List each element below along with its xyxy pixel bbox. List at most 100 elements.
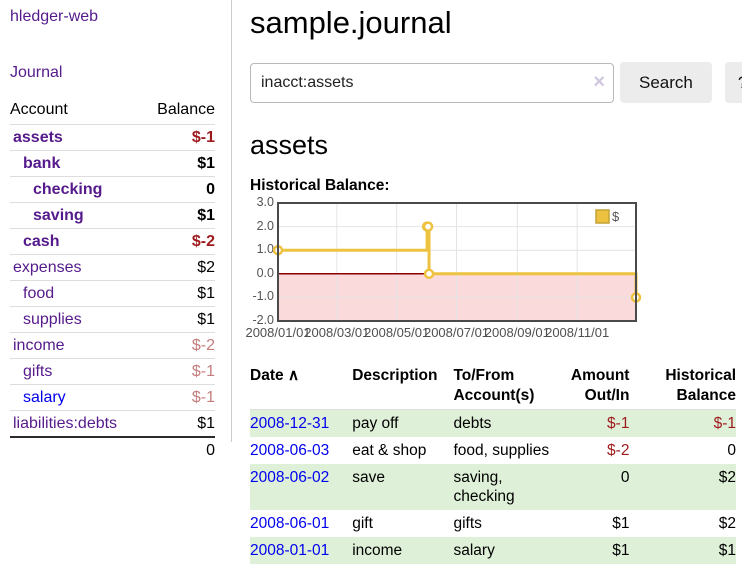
account-balance: $-1 — [143, 384, 215, 411]
register-header-accounts: To/From Account(s) — [445, 363, 563, 410]
account-link-income[interactable]: income — [13, 337, 65, 354]
account-balance: $-1 — [143, 358, 215, 385]
x-tick-label: 2008/07/01 — [423, 325, 490, 340]
account-heading: assets — [250, 130, 329, 160]
sidebar-item-journal[interactable]: Journal — [10, 64, 63, 81]
transaction-date-link[interactable]: 2008-06-01 — [250, 515, 330, 532]
accounts-table: Account Balance assets $-1 bank $1 check… — [10, 99, 215, 463]
brand-link[interactable]: hledger-web — [10, 8, 99, 25]
register-header-balance: Historical Balance — [637, 363, 736, 410]
account-link-assets[interactable]: assets — [13, 129, 63, 146]
transaction-description: gift — [352, 515, 373, 532]
account-link-saving[interactable]: saving — [33, 207, 84, 224]
account-link-bank[interactable]: bank — [23, 155, 61, 172]
transaction-accounts: food, supplies — [453, 442, 550, 459]
transaction-description: save — [352, 469, 385, 486]
account-row: income $-2 — [10, 332, 215, 359]
plot-border — [277, 202, 637, 322]
legend-swatch — [595, 209, 610, 224]
account-row: gifts $-1 — [10, 358, 215, 385]
account-balance: $1 — [143, 150, 215, 177]
account-row: expenses $2 — [10, 254, 215, 281]
x-tick-label: 2008/11/01 — [545, 325, 610, 340]
accounts-total-row: 0 — [10, 436, 215, 463]
transaction-amount: $-2 — [607, 442, 630, 459]
register-table: Date ∧ Description To/From Account(s) Am… — [250, 363, 736, 564]
data-point — [422, 221, 434, 232]
account-balance: $-2 — [143, 332, 215, 359]
chart-title: Historical Balance: — [250, 177, 390, 194]
transaction-accounts: salary — [453, 542, 495, 559]
register-header-description: Description — [344, 363, 446, 410]
transaction-balance: $2 — [718, 515, 736, 532]
account-link-liabilities-debts[interactable]: liabilities:debts — [13, 415, 118, 432]
register-row: 2008-06-01 gift gifts $1 $2 — [250, 510, 736, 537]
transaction-description: eat & shop — [352, 442, 427, 459]
account-balance: 0 — [143, 176, 215, 203]
transaction-date-link[interactable]: 2008-12-31 — [250, 415, 330, 432]
account-row: assets $-1 — [10, 124, 215, 151]
clear-search-icon[interactable]: × — [593, 70, 605, 93]
y-tick-label: 3.0 — [256, 195, 274, 209]
register-row: 2008-06-03 eat & shop food, supplies $-2… — [250, 437, 736, 464]
account-balance: $1 — [143, 280, 215, 307]
y-tick-label: -2.0 — [252, 313, 274, 327]
page-title: sample.journal — [250, 5, 452, 40]
sort-ascending-icon: ∧ — [287, 367, 300, 384]
y-tick-label: -1.0 — [252, 289, 274, 304]
account-balance: $-2 — [143, 228, 215, 255]
transaction-accounts: gifts — [453, 515, 482, 532]
account-balance: $1 — [143, 410, 215, 437]
register-header-date-label: Date — [250, 367, 284, 384]
account-balance: $1 — [143, 202, 215, 229]
transaction-amount: $1 — [612, 515, 630, 532]
account-row: bank $1 — [10, 150, 215, 177]
x-tick-label: 2008/05/01 — [364, 325, 430, 340]
legend-label: $ — [612, 209, 620, 224]
accounts-table-header: Account Balance — [10, 99, 215, 125]
register-row: 2008-12-31 pay off debts $-1 $-1 — [250, 409, 736, 437]
account-balance: $-1 — [143, 124, 215, 151]
search-input[interactable] — [250, 62, 614, 103]
transaction-description: pay off — [352, 415, 399, 432]
account-link-gifts[interactable]: gifts — [23, 363, 53, 380]
help-button[interactable]: ? — [724, 62, 742, 103]
accounts-total-value: 0 — [143, 436, 215, 463]
account-link-salary[interactable]: salary — [23, 389, 66, 406]
search-form: × Search ? — [250, 62, 742, 103]
account-link-supplies[interactable]: supplies — [23, 311, 82, 328]
y-tick-label: 0.0 — [256, 265, 274, 280]
account-link-food[interactable]: food — [23, 285, 55, 302]
search-box: × — [250, 62, 614, 103]
account-link-checking[interactable]: checking — [33, 181, 103, 198]
account-balance: $2 — [143, 254, 215, 281]
transaction-date-link[interactable]: 2008-01-01 — [250, 542, 330, 559]
register-header-date[interactable]: Date ∧ — [250, 363, 345, 410]
transaction-date-link[interactable]: 2008-06-02 — [250, 469, 330, 486]
account-link-cash[interactable]: cash — [23, 233, 60, 250]
register-row: 2008-06-02 save saving, checking 0 $2 — [250, 464, 736, 510]
account-row: saving $1 — [10, 202, 215, 229]
search-button[interactable]: Search — [620, 62, 712, 103]
transaction-accounts: debts — [453, 415, 492, 432]
account-row: cash $-2 — [10, 228, 215, 255]
transaction-amount: 0 — [620, 469, 630, 486]
account-row: supplies $1 — [10, 306, 215, 333]
sidebar: hledger-web Journal Account Balance asse… — [0, 0, 232, 463]
x-tick-label: 2008/03/01 — [304, 325, 370, 340]
main-content: sample.journal × Search ? assets Histori… — [245, 0, 742, 564]
transaction-date-link[interactable]: 2008-06-03 — [250, 442, 330, 459]
x-tick-label: 2008/09/01 — [484, 325, 550, 340]
y-tick-label: 2.0 — [256, 218, 274, 233]
register-header-amount: Amount Out/In — [562, 363, 638, 410]
account-row: food $1 — [10, 280, 215, 307]
account-balance: $1 — [143, 306, 215, 333]
historical-balance-chart: 3.0 2.0 1.0 0.0 -1.0 -2.0 $ 2008/01/01 2008/03… — [245, 195, 736, 345]
y-tick-label: 1.0 — [256, 242, 274, 257]
transaction-balance: $2 — [718, 469, 736, 486]
accounts-header-balance: Balance — [157, 101, 215, 118]
chart-canvas: $ — [272, 202, 642, 322]
account-link-expenses[interactable]: expenses — [13, 259, 82, 276]
account-row: salary $-1 — [10, 384, 215, 411]
register-row: 2008-01-01 income salary $1 $1 — [250, 537, 736, 564]
